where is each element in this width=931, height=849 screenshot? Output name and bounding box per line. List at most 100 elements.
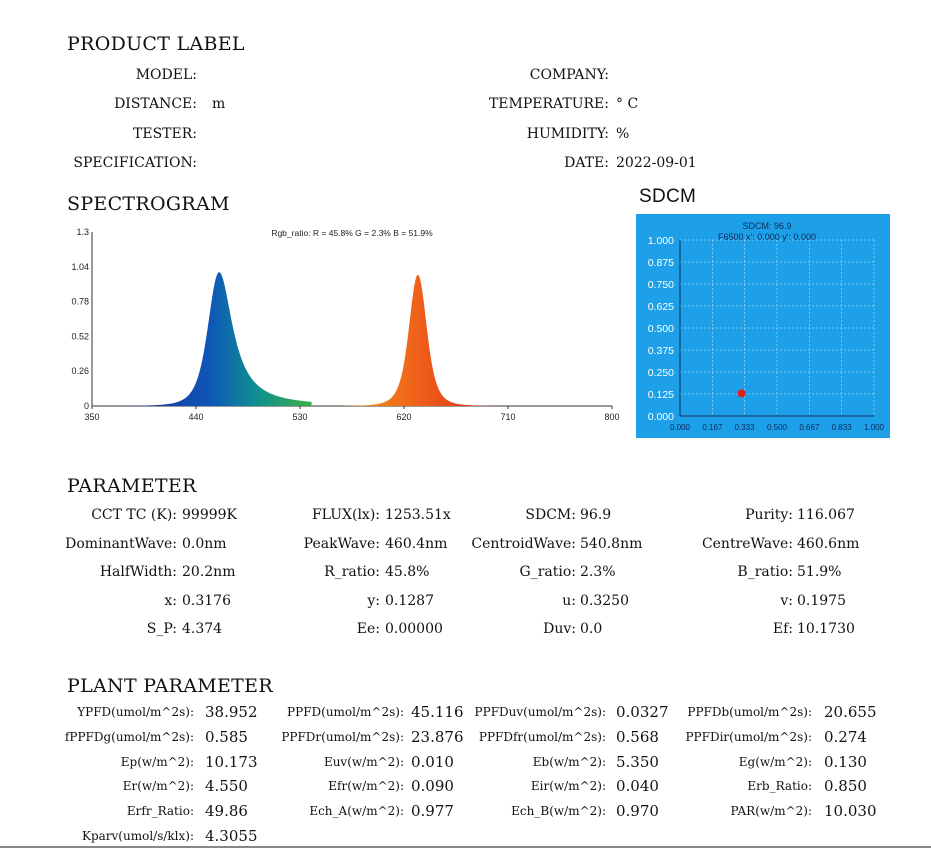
plant-value: 0.040 (616, 777, 659, 796)
plant-value: 10.173 (205, 752, 258, 771)
plant-label: fPPFDg(umol/m^2s): (64, 729, 194, 744)
sdcm-annotation-2: F6500 x': 0.000 y': 0.000 (718, 232, 816, 242)
sdcm-x-tick: 0.000 (670, 423, 691, 432)
plant-label: PPFD(umol/m^2s): (287, 705, 404, 719)
plant-label: PAR(w/m^2): (730, 804, 812, 819)
plant-value: 0.010 (411, 752, 454, 771)
sdcm-chart: 0.000 0.167 0.333 0.500 0.667 0.833 1.000 0.000… (648, 221, 885, 432)
plant-value: 0.090 (411, 777, 454, 796)
temperature-value: ° C (616, 96, 639, 112)
plant-label: Er(w/m^2): (122, 779, 194, 794)
plant-value: 23.876 (411, 727, 464, 746)
sdcm-x-tick: 0.833 (832, 423, 853, 432)
sdcm-x-tick: 0.667 (799, 423, 820, 432)
param-label: DominantWave: (65, 535, 177, 552)
sdcm-y-tick: 0.875 (648, 257, 674, 269)
plant-label: PPFDr(umol/m^2s): (281, 729, 404, 744)
spectrogram-chart: 0 0.26 0.52 0.78 1.04 1.3 350 440 530 620 710 800 Rg… (71, 227, 619, 422)
plant-label: Kparv(umol/s/klx): (81, 829, 194, 843)
sdcm-y-tick: 0.125 (648, 389, 674, 401)
plant-value: 49.86 (205, 802, 248, 821)
param-value: 0.0 (580, 621, 603, 637)
plant-value: 45.116 (411, 703, 464, 721)
plant-value: 0.970 (616, 802, 659, 821)
page-bottom-border (0, 846, 931, 848)
plant-label: Ep(w/m^2): (120, 754, 194, 769)
plant-label: Efr(w/m^2): (328, 779, 404, 794)
humidity-value: % (616, 126, 630, 142)
plant-value: 0.274 (824, 727, 867, 746)
param-label: R_ratio: (324, 564, 380, 580)
blue-peak (126, 272, 312, 406)
distance-value: m (212, 96, 226, 112)
plant-label: Eg(w/m^2): (738, 754, 812, 769)
param-label: CCT TC (K): (91, 507, 177, 523)
param-value: 116.067 (797, 507, 855, 523)
plant-value: 0.977 (411, 802, 454, 821)
spectrogram-y-tick: 1.3 (76, 227, 89, 237)
sdcm-x-tick: 0.333 (735, 423, 756, 432)
param-label: PeakWave: (303, 535, 380, 552)
spectrogram-annotation: Rgb_ratio: R = 45.8% G = 2.3% B = 51.9% (271, 228, 433, 238)
param-label: S_P: (146, 621, 177, 637)
sdcm-y-tick: 0.000 (648, 411, 674, 423)
param-value: 51.9% (797, 564, 842, 580)
spectrogram-y-tick: 1.04 (71, 262, 89, 272)
spectrogram-x-tick: 800 (604, 412, 619, 422)
param-label: CentreWave: (701, 535, 793, 552)
plant-label: PPFDb(umol/m^2s): (687, 705, 812, 719)
param-value: 460.6nm (797, 535, 860, 552)
plant-label: Eir(w/m^2): (530, 779, 606, 794)
param-value: 4.374 (182, 621, 223, 637)
spectrogram-x-tick: 440 (188, 412, 203, 422)
param-label: HalfWidth: (99, 564, 177, 580)
spectrogram-y-tick: 0.78 (71, 297, 89, 307)
product-label-title: PRODUCT LABEL (67, 33, 245, 55)
sdcm-y-tick: 0.250 (648, 367, 674, 379)
spectrogram-y-tick: 0.26 (71, 366, 89, 376)
plant-label: Ech_B(w/m^2): (511, 804, 606, 819)
param-label: CentroidWave: (471, 535, 576, 552)
param-value: 96.9 (580, 507, 612, 523)
spectrogram-y-tick: 0 (84, 401, 89, 411)
plant-parameter-title: PLANT PARAMETER (67, 675, 273, 697)
param-value: 0.3176 (182, 592, 231, 609)
param-label: FLUX(lx): (311, 507, 380, 523)
plant-label: PPFDir(umol/m^2s): (685, 729, 812, 744)
param-label: u: (562, 592, 576, 609)
sdcm-y-tick: 0.625 (648, 301, 674, 313)
param-value: 0.3250 (580, 592, 629, 609)
sdcm-y-tick: 0.500 (648, 323, 674, 335)
date-label: DATE: (564, 155, 609, 171)
param-value: 10.1730 (797, 621, 855, 637)
spectrogram-x-tick: 350 (84, 412, 99, 422)
plant-value: 20.655 (824, 703, 877, 721)
plant-value: 4.3055 (205, 827, 258, 845)
param-label: y: (367, 592, 380, 609)
param-value: 0.0nm (182, 535, 227, 552)
distance-label: DISTANCE: (114, 96, 197, 112)
plant-label: Erfr_Ratio: (126, 804, 194, 819)
model-label: MODEL: (135, 67, 197, 83)
param-label: v: (780, 592, 793, 609)
param-value: 540.8nm (580, 535, 643, 552)
param-value: 460.4nm (385, 535, 448, 552)
plant-label: Eb(w/m^2): (532, 754, 606, 769)
plant-value: 4.550 (205, 777, 248, 796)
sdcm-title: SDCM (639, 186, 697, 207)
plant-value: 0.0327 (616, 703, 669, 721)
param-label: Ef: (772, 621, 793, 637)
param-value: 1253.51x (385, 507, 451, 523)
spectrogram-x-tick: 530 (292, 412, 307, 422)
spectrogram-y-tick: 0.52 (71, 331, 89, 341)
param-label: G_ratio: (519, 564, 576, 580)
specification-label: SPECIFICATION: (73, 155, 197, 171)
plant-value: 5.350 (616, 752, 659, 771)
humidity-label: HUMIDITY: (526, 126, 609, 142)
sdcm-x-tick: 1.000 (864, 423, 885, 432)
param-label: Ee: (356, 621, 380, 637)
sdcm-y-tick: 0.375 (648, 345, 674, 357)
plant-label: Erb_Ratio: (747, 779, 812, 794)
param-label: Purity: (745, 507, 793, 523)
param-label: SDCM: (525, 507, 576, 523)
